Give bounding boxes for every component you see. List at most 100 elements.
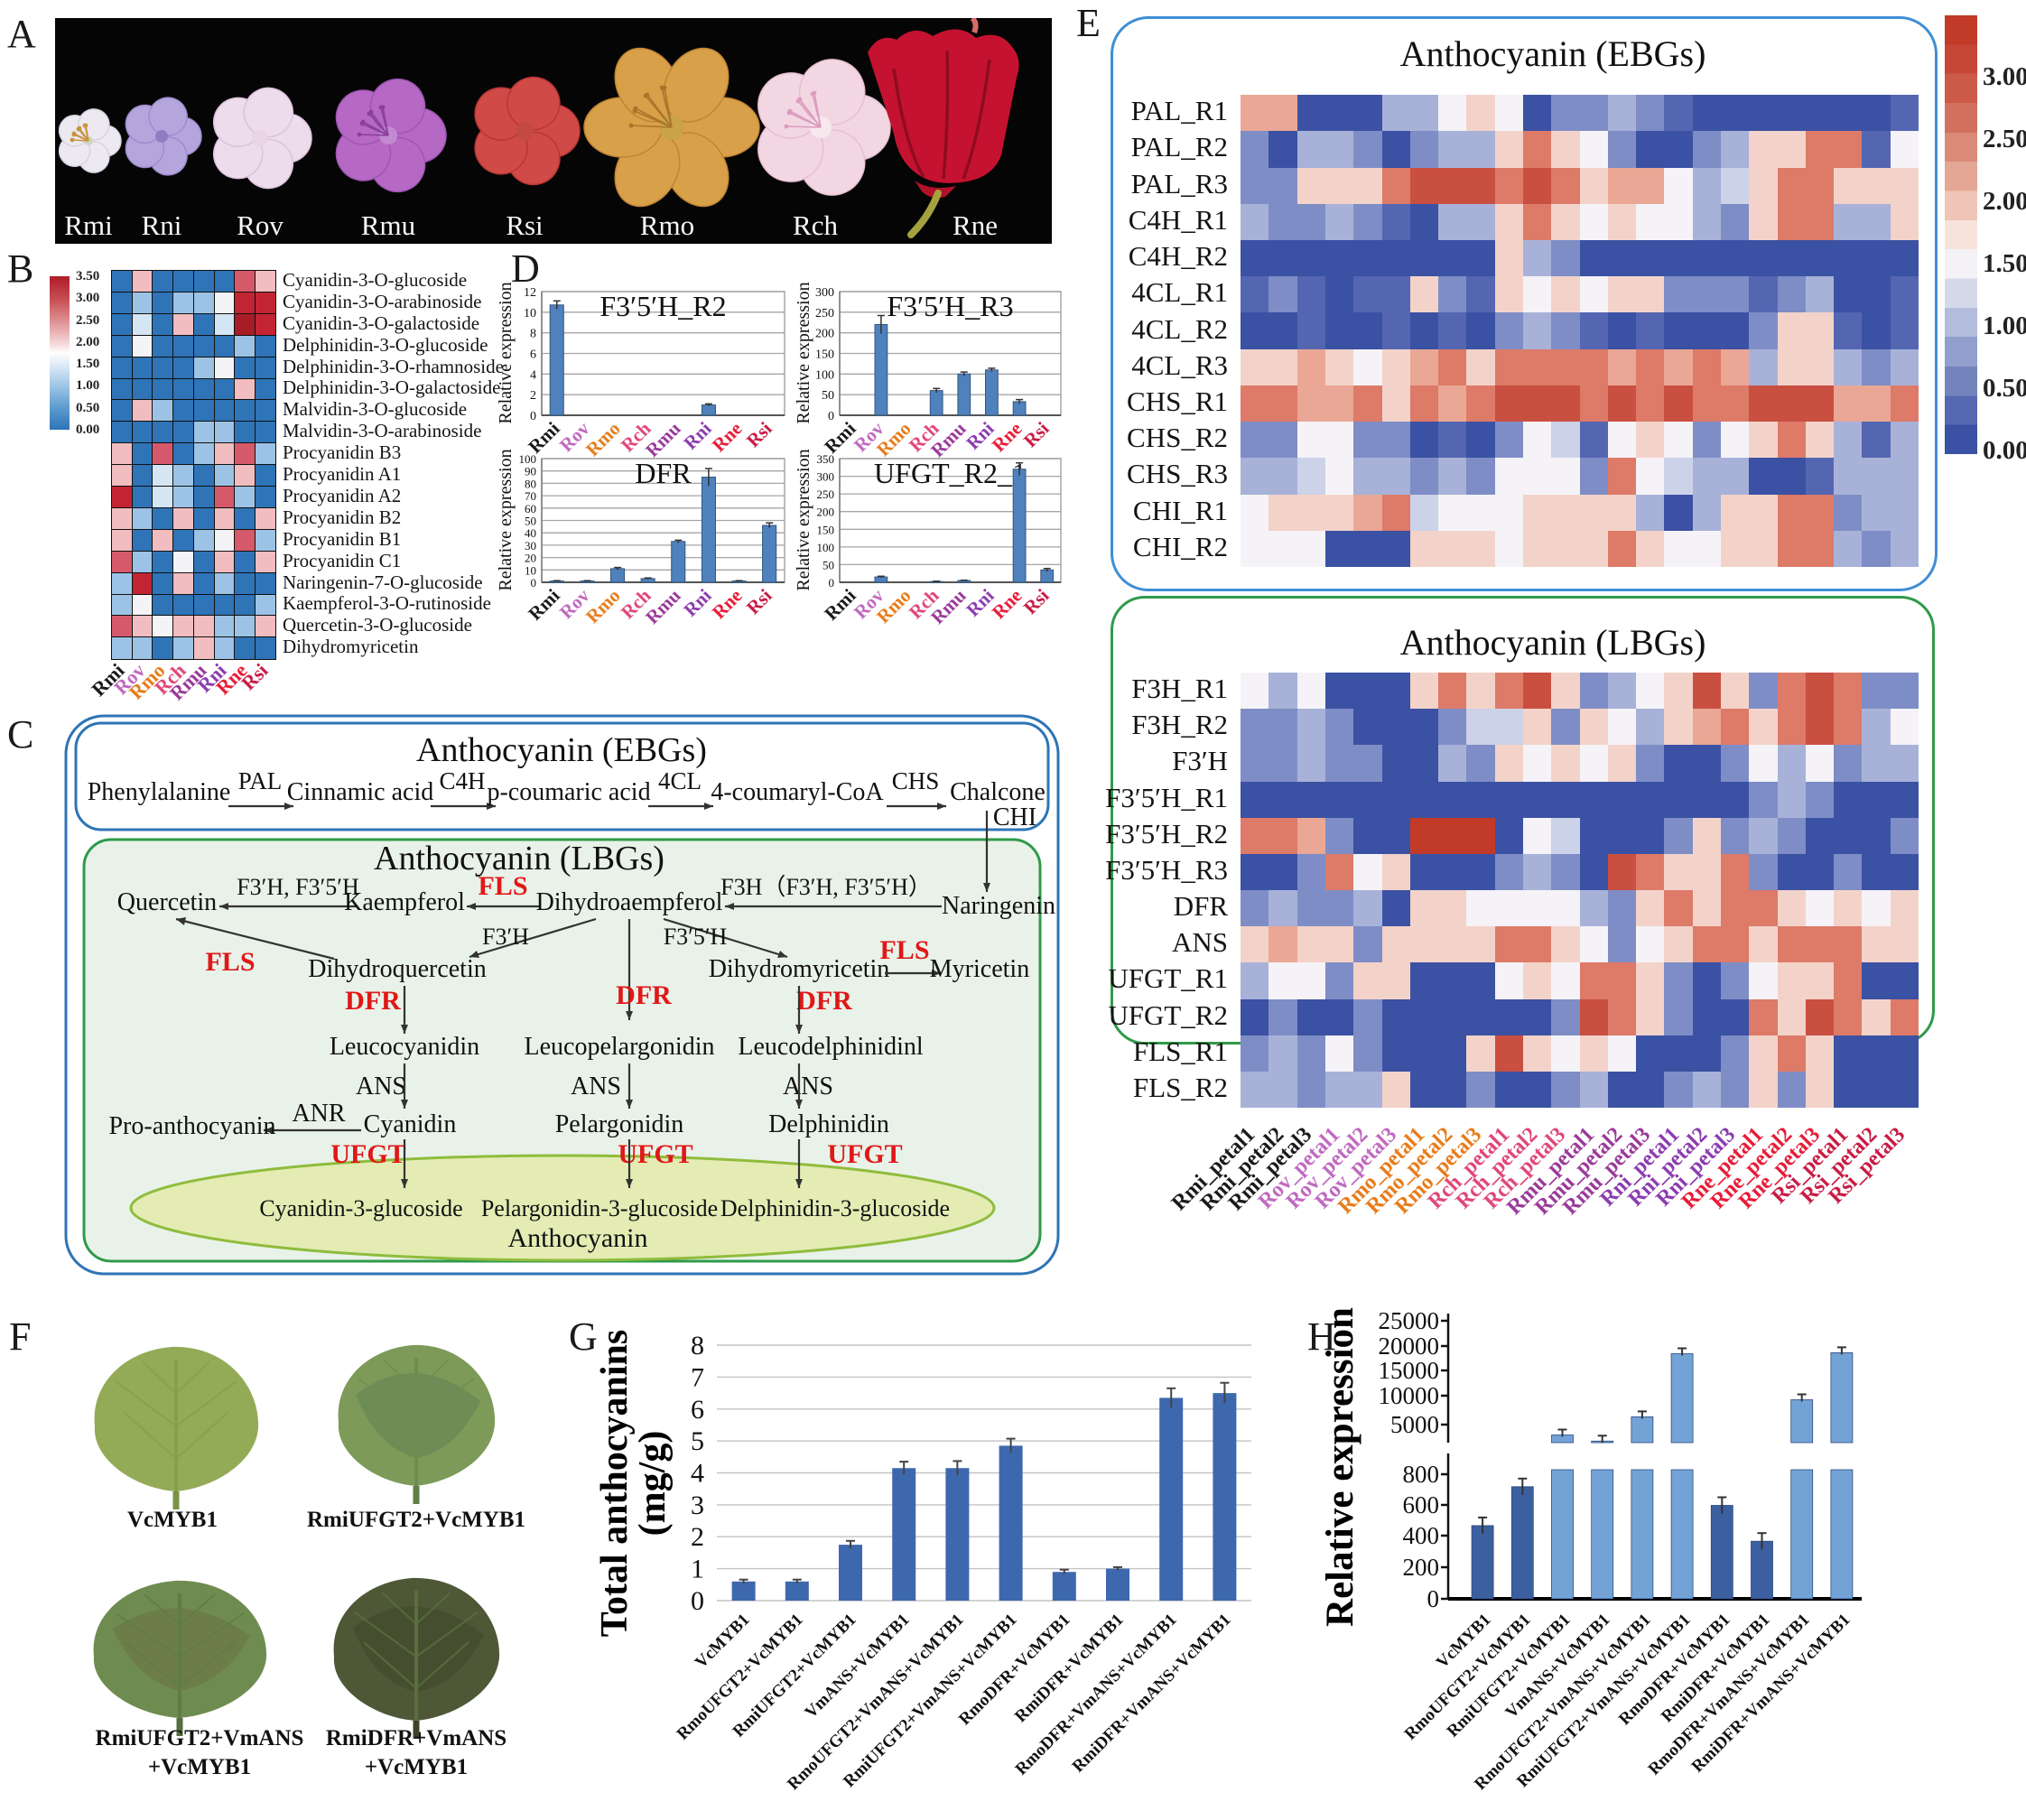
svg-text:20000: 20000	[1379, 1332, 1440, 1360]
svg-text:Rch: Rch	[793, 209, 838, 241]
svg-text:Quercetin: Quercetin	[117, 888, 217, 916]
svg-text:Leucopelargonidin: Leucopelargonidin	[525, 1033, 715, 1061]
svg-text:400: 400	[1403, 1522, 1440, 1549]
svg-text:70: 70	[525, 489, 536, 503]
svg-text:3: 3	[691, 1490, 704, 1520]
svg-text:C4H: C4H	[439, 767, 485, 794]
svg-text:Kaempferol: Kaempferol	[344, 888, 465, 916]
svg-text:5: 5	[691, 1426, 704, 1456]
svg-text:Naringenin: Naringenin	[942, 892, 1055, 920]
svg-text:0: 0	[828, 410, 834, 423]
svg-text:Rmu: Rmu	[361, 209, 415, 241]
svg-text:100: 100	[815, 368, 834, 382]
svg-text:F3′H: F3′H	[482, 924, 529, 950]
svg-text:200: 200	[1403, 1554, 1440, 1581]
svg-text:Dihydroquercetin: Dihydroquercetin	[308, 955, 487, 983]
svg-text:F3′H, F3′5′H: F3′H, F3′5′H	[237, 874, 359, 900]
svg-text:20: 20	[525, 552, 536, 565]
svg-text:Rsi: Rsi	[506, 209, 544, 241]
svg-text:4CL: 4CL	[658, 767, 702, 794]
svg-text:Anthocyanin (EBGs): Anthocyanin (EBGs)	[416, 731, 707, 769]
svg-text:80: 80	[525, 477, 536, 490]
svg-text:(mg/g): (mg/g)	[632, 1431, 674, 1537]
svg-text:Rov: Rov	[237, 209, 283, 241]
svg-text:0: 0	[691, 1586, 704, 1616]
svg-text:UFGT_R2_1: UFGT_R2_1	[874, 457, 1027, 489]
svg-text:30: 30	[525, 539, 536, 552]
svg-text:90: 90	[525, 465, 536, 478]
svg-text:Dihydromyricetin: Dihydromyricetin	[709, 955, 890, 983]
svg-text:Rsi: Rsi	[1019, 584, 1054, 618]
svg-text:10000: 10000	[1379, 1382, 1440, 1409]
svg-text:UFGT: UFGT	[618, 1139, 692, 1169]
svg-text:DFR: DFR	[635, 457, 692, 489]
svg-text:Relative expression: Relative expression	[496, 282, 516, 423]
svg-text:10: 10	[524, 307, 536, 320]
svg-text:6: 6	[691, 1395, 704, 1425]
svg-text:8: 8	[691, 1331, 704, 1360]
svg-text:350: 350	[817, 452, 835, 466]
svg-text:40: 40	[525, 526, 536, 540]
svg-text:Rmi: Rmi	[64, 209, 113, 241]
svg-text:4: 4	[530, 368, 536, 382]
svg-text:25000: 25000	[1379, 1307, 1440, 1334]
svg-text:DFR: DFR	[796, 986, 852, 1016]
svg-text:2: 2	[530, 389, 536, 403]
svg-text:6: 6	[530, 348, 536, 362]
svg-text:8: 8	[530, 328, 536, 341]
svg-text:FLS: FLS	[879, 935, 929, 965]
svg-text:Rsi: Rsi	[237, 659, 272, 694]
svg-text:250: 250	[817, 488, 835, 501]
svg-text:0: 0	[829, 576, 835, 590]
svg-text:CHS: CHS	[892, 767, 940, 794]
svg-text:Delphinidin-3-glucoside: Delphinidin-3-glucoside	[720, 1195, 950, 1221]
svg-text:Relative expression: Relative expression	[496, 449, 516, 590]
svg-text:Rmo: Rmo	[640, 209, 694, 241]
svg-text:0: 0	[531, 576, 537, 590]
svg-text:Dihydroaempferol: Dihydroaempferol	[536, 888, 723, 916]
svg-text:1: 1	[691, 1555, 704, 1584]
svg-text:15000: 15000	[1379, 1357, 1440, 1384]
svg-text:Rni: Rni	[142, 209, 182, 241]
svg-text:7: 7	[691, 1362, 704, 1392]
svg-text:300: 300	[817, 470, 835, 484]
svg-text:800: 800	[1403, 1461, 1440, 1488]
svg-text:0: 0	[530, 410, 536, 423]
svg-text:50: 50	[822, 389, 834, 403]
svg-text:Delphinidin: Delphinidin	[768, 1110, 889, 1138]
svg-text:DFR: DFR	[616, 980, 672, 1010]
svg-text:10: 10	[525, 563, 536, 577]
svg-text:600: 600	[1403, 1491, 1440, 1518]
svg-text:Cyanidin: Cyanidin	[364, 1110, 457, 1138]
svg-text:Chalcone: Chalcone	[950, 778, 1046, 806]
svg-text:Leucodelphinidinl: Leucodelphinidinl	[738, 1033, 924, 1061]
svg-text:150: 150	[815, 348, 834, 362]
svg-text:Phenylalanine: Phenylalanine	[88, 778, 231, 806]
svg-text:F3′5′H: F3′5′H	[664, 924, 728, 950]
svg-text:Pelargonidin: Pelargonidin	[555, 1110, 684, 1138]
svg-text:ANR: ANR	[292, 1100, 345, 1128]
svg-text:ANS: ANS	[356, 1072, 406, 1100]
svg-text:50: 50	[525, 515, 536, 528]
svg-text:200: 200	[817, 506, 835, 519]
svg-text:5000: 5000	[1390, 1411, 1439, 1438]
svg-text:Rne: Rne	[953, 209, 998, 241]
svg-text:F3′5′H_R2: F3′5′H_R2	[599, 290, 726, 322]
svg-text:60: 60	[525, 502, 536, 515]
svg-text:CHI: CHI	[993, 803, 1036, 831]
svg-text:4: 4	[691, 1459, 704, 1489]
svg-text:Relative expression: Relative expression	[1319, 1307, 1362, 1627]
svg-text:F3′5′H_R3: F3′5′H_R3	[887, 290, 1013, 322]
svg-text:2: 2	[691, 1522, 704, 1552]
svg-text:FLS: FLS	[478, 871, 527, 901]
svg-text:50: 50	[822, 558, 834, 571]
svg-text:ANS: ANS	[571, 1072, 621, 1100]
svg-text:100: 100	[519, 452, 537, 466]
svg-text:200: 200	[815, 328, 834, 341]
svg-text:ANS: ANS	[783, 1072, 833, 1100]
svg-text:300: 300	[815, 286, 834, 300]
svg-text:12: 12	[524, 286, 536, 300]
svg-text:Relative expression: Relative expression	[794, 449, 813, 590]
svg-text:F3H（F3′H, F3′5′H）: F3H（F3′H, F3′5′H）	[720, 874, 932, 900]
svg-text:p-coumaric acid: p-coumaric acid	[487, 778, 650, 806]
